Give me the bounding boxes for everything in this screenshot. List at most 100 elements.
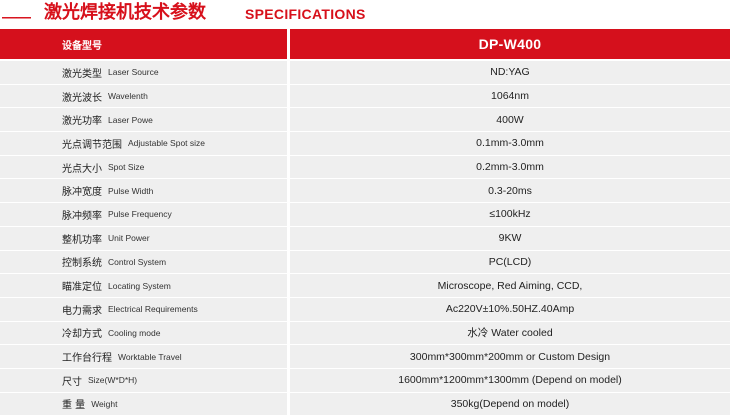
spec-label-en: Weight (91, 398, 118, 409)
spec-value: Ac220V±10%.50HZ.40Amp (445, 303, 575, 316)
spec-value: Microscope, Red Aiming, CCD, (437, 279, 583, 292)
spec-value-cell: 水冷 Water cooled (290, 321, 730, 345)
spec-value-cell: 0.3-20ms (290, 179, 730, 203)
spec-value-cell: Ac220V±10%.50HZ.40Amp (290, 297, 730, 321)
spec-label-zh: 冷却方式 (62, 329, 102, 341)
spec-label-en: Spot Size (108, 162, 145, 173)
spec-value: 350kg(Depend on model) (450, 397, 570, 410)
spec-label-cell: 脉冲频率 Pulse Frequency (0, 203, 287, 226)
spec-value-cell: 0.1mm-3.0mm (290, 132, 730, 155)
spec-value: 9KW (498, 232, 522, 245)
header-model: DP-W400 (478, 36, 542, 52)
spec-value-cell: 1064nm (290, 84, 730, 108)
table-row: 激光功率 Laser Powe 400W (0, 108, 730, 132)
spec-label-cell: 光点大小 Spot Size (0, 155, 287, 179)
spec-label-en: Locating System (108, 280, 171, 291)
spec-label-zh: 激光波长 (62, 92, 102, 104)
spec-label-cell: 光点调节范围 Adjustable Spot size (0, 132, 287, 155)
table-row: 光点大小 Spot Size 0.2mm-3.0mm (0, 155, 730, 180)
spec-label-en: Electrical Requirements (108, 304, 198, 315)
spec-value-cell: ND:YAG (290, 61, 730, 84)
page-title-bar: —— 激光焊接机技术参数 SPECIFICATIONS (0, 0, 730, 28)
spec-label-cell: 电力需求 Electrical Requirements (0, 297, 287, 321)
spec-label-cell: 重 量 Weight (0, 392, 287, 416)
spec-label-cell: 脉冲宽度 Pulse Width (0, 179, 287, 203)
header-label: 设备型号 (62, 40, 102, 52)
header-model-cell: DP-W400 (290, 29, 730, 59)
spec-label-cell: 激光类型 Laser Source (0, 61, 287, 84)
spec-label-en: Adjustable Spot size (128, 138, 206, 149)
spec-value: 0.2mm-3.0mm (476, 161, 544, 174)
table-row: 脉冲频率 Pulse Frequency ≤100kHz (0, 203, 730, 227)
spec-label-en: Cooling mode (108, 327, 161, 338)
page-subtitle: SPECIFICATIONS (245, 6, 366, 22)
table-row: 控制系统 Control System PC(LCD) (0, 250, 730, 275)
spec-value: PC(LCD) (488, 255, 532, 268)
spec-value: 水冷 Water cooled (467, 327, 553, 340)
spec-label-zh: 重 量 (62, 400, 86, 412)
table-row: 脉冲宽度 Pulse Width 0.3-20ms (0, 179, 730, 203)
spec-label-cell: 尺寸 Size(W*D*H) (0, 368, 287, 392)
spec-value: ND:YAG (490, 66, 530, 79)
table-row: 冷却方式 Cooling mode 水冷 Water cooled (0, 321, 730, 346)
table-row: 尺寸 Size(W*D*H) 1600mm*1200mm*1300mm (Depen… (0, 368, 730, 393)
title-dash: —— (2, 9, 31, 26)
spec-value: 400W (496, 113, 524, 126)
spec-label-cell: 冷却方式 Cooling mode (0, 321, 287, 345)
spec-label-zh: 脉冲宽度 (62, 187, 102, 199)
spec-label-zh: 激光功率 (62, 116, 102, 128)
spec-label-zh: 电力需求 (62, 305, 102, 317)
spec-label-en: Control System (108, 256, 167, 267)
table-row: 光点调节范围 Adjustable Spot size 0.1mm-3.0mm (0, 132, 730, 156)
spec-value: ≤100kHz (489, 208, 531, 221)
table-row: 整机功率 Unit Power 9KW (0, 226, 730, 251)
spec-value-cell: 400W (290, 108, 730, 132)
spec-label-en: Laser Source (108, 67, 159, 78)
spec-label-en: Pulse Frequency (108, 209, 172, 220)
table-row: 重 量 Weight 350kg(Depend on model) (0, 392, 730, 417)
spec-label-en: Worktable Travel (118, 351, 182, 362)
spec-label-cell: 控制系统 Control System (0, 250, 287, 274)
spec-label-zh: 光点大小 (62, 163, 102, 175)
spec-label-zh: 控制系统 (62, 258, 102, 270)
spec-label-cell: 激光波长 Wavelenth (0, 84, 287, 108)
table-row: 电力需求 Electrical Requirements Ac220V±10%.50… (0, 297, 730, 322)
spec-label-zh: 光点调节范围 (62, 139, 122, 151)
spec-label-zh: 脉冲频率 (62, 210, 102, 222)
spec-label-en: Laser Powe (108, 114, 153, 125)
spec-value: 1600mm*1200mm*1300mm (Depend on model) (398, 374, 622, 387)
spec-value: 300mm*300mm*200mm or Custom Design (409, 350, 611, 363)
spec-label-en: Wavelenth (108, 91, 148, 102)
spec-value: 1064nm (491, 90, 529, 103)
page-title: 激光焊接机技术参数 (44, 2, 206, 23)
spec-label-en: Size(W*D*H) (88, 375, 138, 386)
spec-label-en: Pulse Width (108, 185, 154, 196)
spec-value-cell: Microscope, Red Aiming, CCD, (290, 274, 730, 297)
table-header-row: 设备型号 DP-W400 (0, 29, 730, 61)
spec-value: 0.3-20ms (488, 184, 532, 197)
spec-label-zh: 整机功率 (62, 234, 102, 246)
table-row: 工作台行程 Worktable Travel 300mm*300mm*200mm o… (0, 345, 730, 369)
spec-label-cell: 工作台行程 Worktable Travel (0, 345, 287, 368)
table-row: 激光波长 Wavelenth 1064nm (0, 84, 730, 109)
spec-label-zh: 尺寸 (62, 376, 82, 388)
spec-value: 0.1mm-3.0mm (476, 137, 544, 150)
spec-label-en: Unit Power (108, 233, 150, 244)
spec-label-zh: 激光类型 (62, 68, 102, 80)
spec-label-cell: 激光功率 Laser Powe (0, 108, 287, 132)
table-row: 激光类型 Laser Source ND:YAG (0, 61, 730, 85)
spec-label-zh: 瞄准定位 (62, 282, 102, 294)
table-row: 瞄准定位 Locating System Microscope, Red Aimin… (0, 274, 730, 298)
spec-value-cell: ≤100kHz (290, 203, 730, 226)
spec-label-cell: 瞄准定位 Locating System (0, 274, 287, 297)
spec-value-cell: 1600mm*1200mm*1300mm (Depend on model) (290, 368, 730, 392)
spec-value-cell: PC(LCD) (290, 250, 730, 274)
spec-value-cell: 0.2mm-3.0mm (290, 155, 730, 179)
header-label-cell: 设备型号 (0, 29, 287, 59)
spec-value-cell: 350kg(Depend on model) (290, 392, 730, 416)
spec-value-cell: 300mm*300mm*200mm or Custom Design (290, 345, 730, 368)
spec-value-cell: 9KW (290, 226, 730, 250)
spec-label-cell: 整机功率 Unit Power (0, 226, 287, 250)
spec-table: 设备型号 DP-W400 激光类型 Laser Source ND:YAG 激光波长 W… (0, 29, 730, 416)
spec-label-zh: 工作台行程 (62, 353, 112, 365)
